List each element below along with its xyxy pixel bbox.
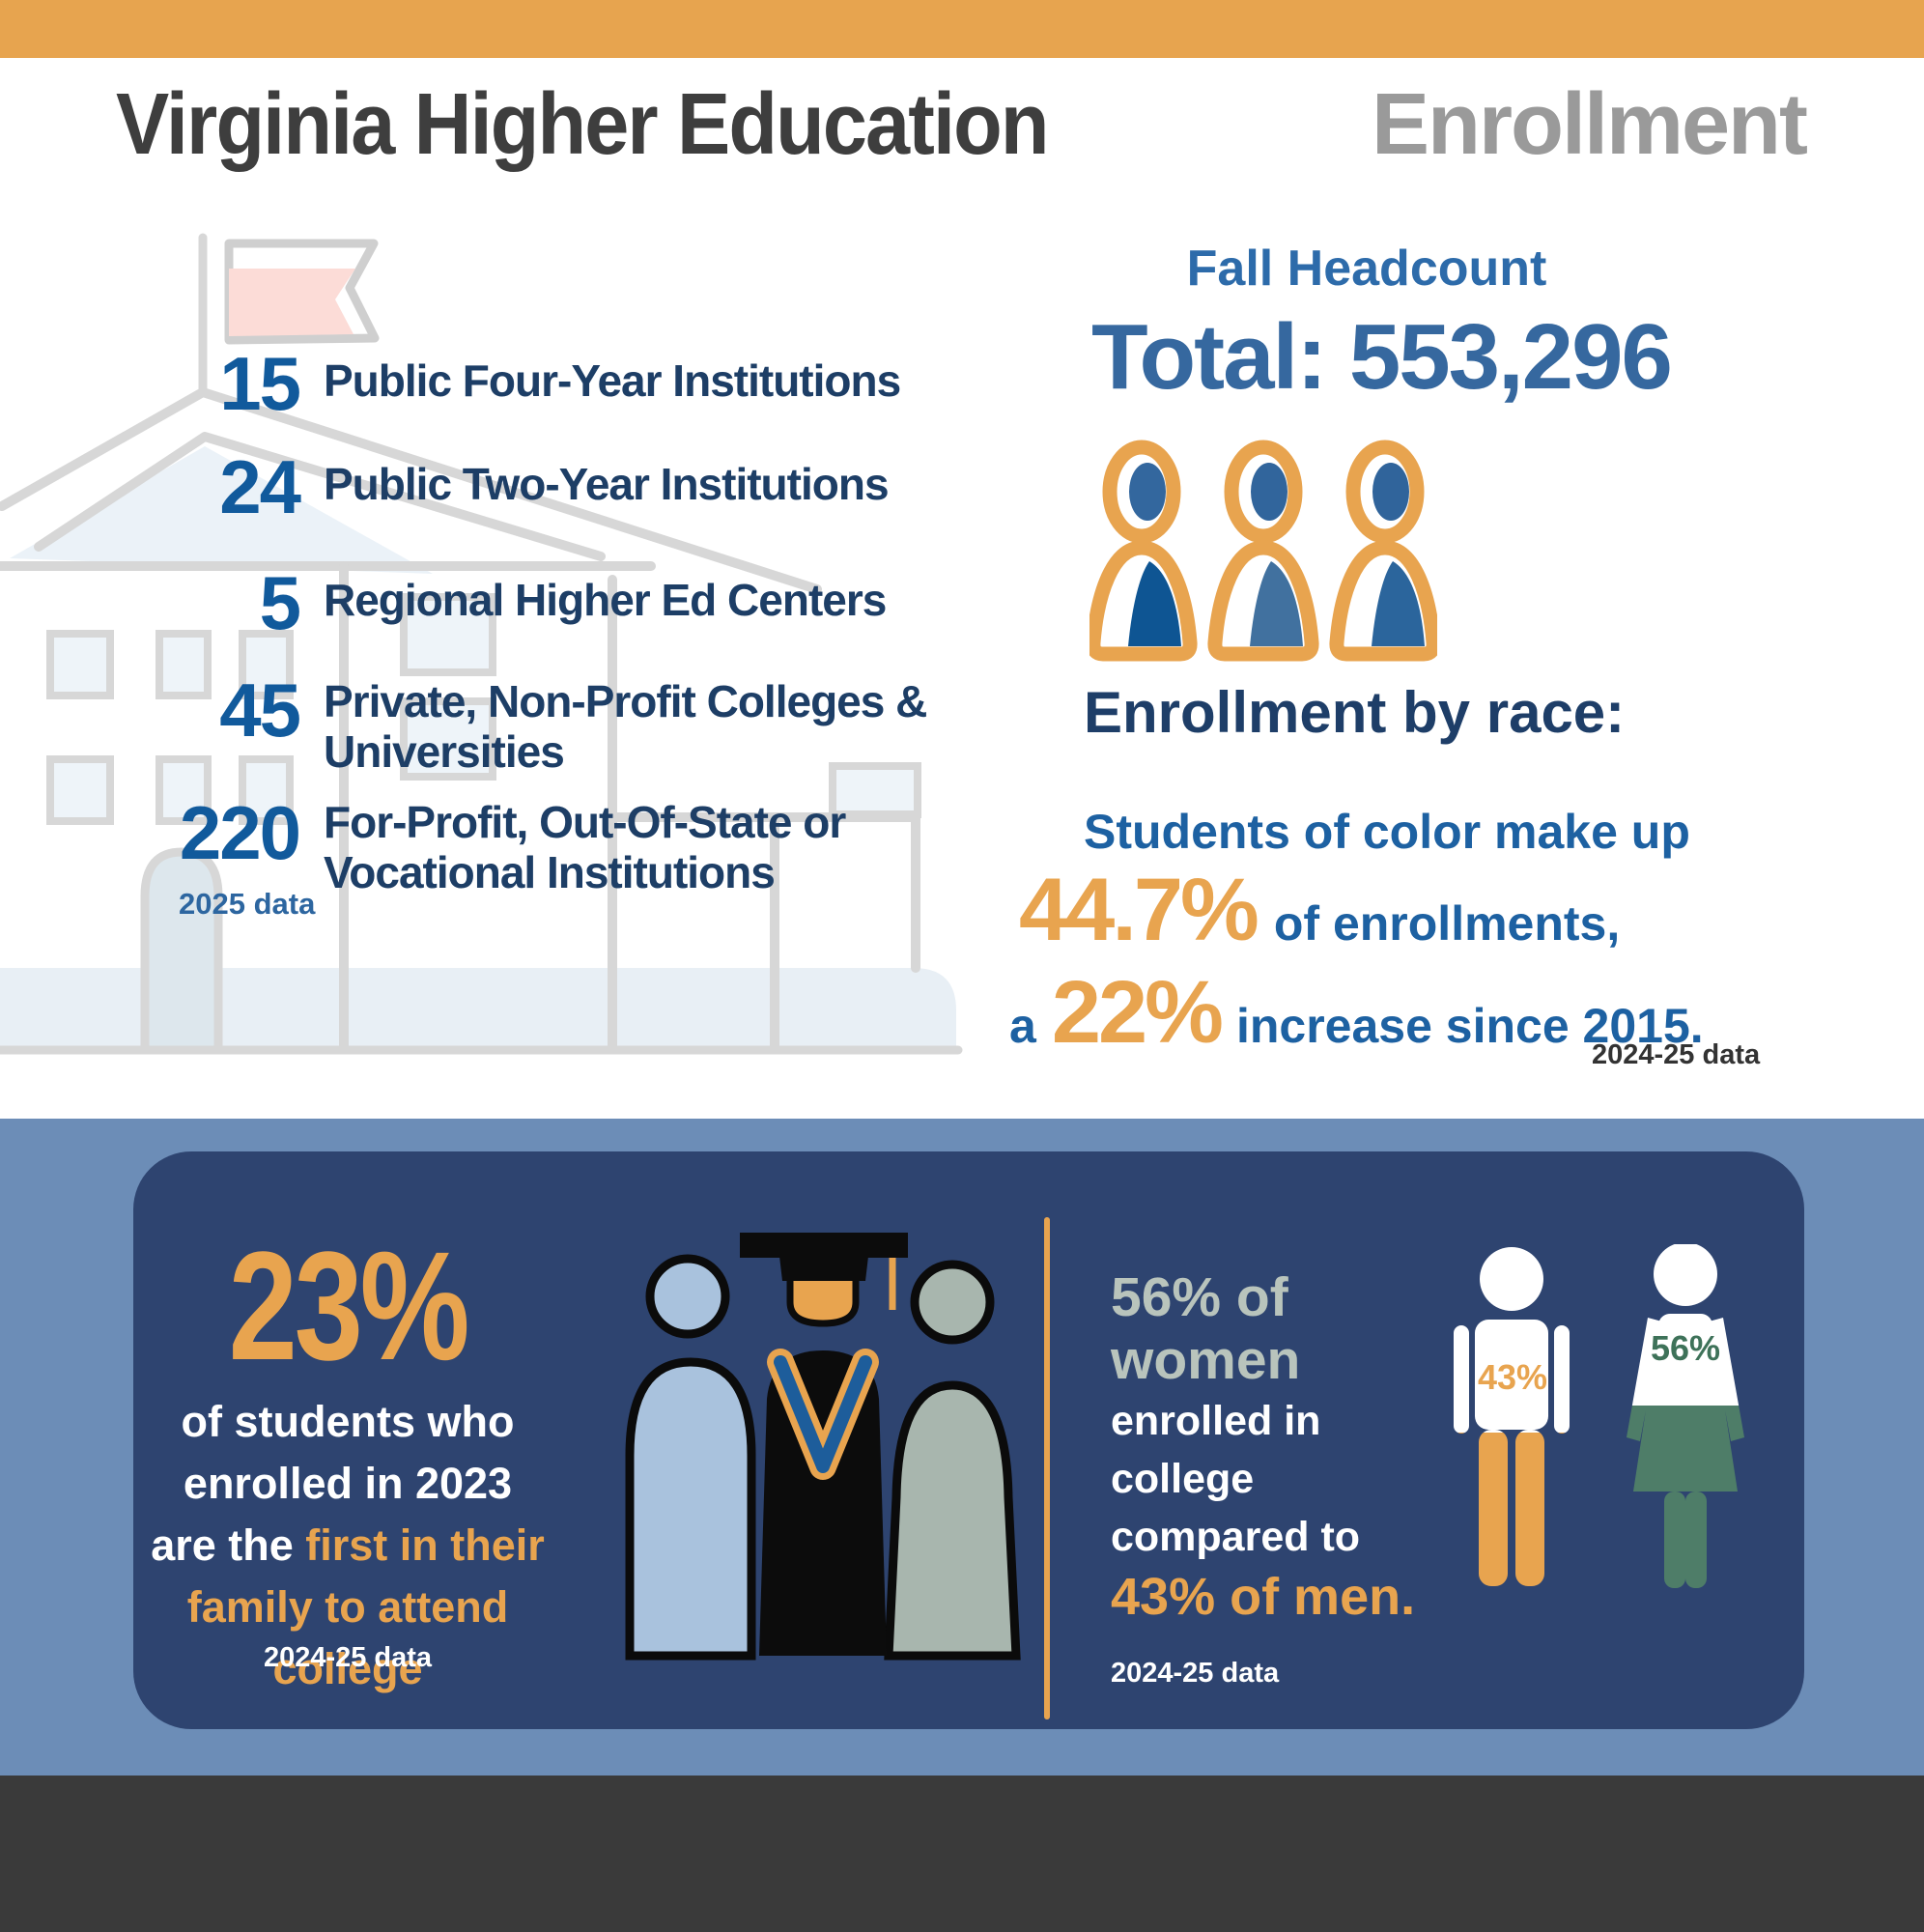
stat-label: Public Four-Year Institutions [324, 355, 901, 406]
data-year-note: 2024-25 data [1111, 1658, 1280, 1689]
first-gen-line-plain: are the [151, 1520, 294, 1570]
page-title: Virginia Higher Education [116, 76, 1049, 173]
stat-value: 220 [179, 790, 301, 875]
man-icon: 43% [1454, 1247, 1570, 1586]
first-gen-pct: 23% [228, 1219, 470, 1392]
headcount-title: Fall Headcount [1186, 241, 1547, 297]
gender-pictogram-group: 43% 56% [1454, 1244, 1744, 1588]
top-accent-bar [0, 0, 1924, 58]
race-pct-primary: 44.7% [1019, 861, 1259, 959]
race-after-primary: of enrollments, [1273, 896, 1621, 951]
stat-value: 45 [219, 668, 301, 753]
gender-stat-women-1: 56% of [1111, 1266, 1288, 1328]
graduate-group-icon [625, 1233, 1021, 1661]
stat-label-line: For-Profit, Out-Of-State or [324, 797, 846, 847]
school-building-icon [0, 233, 963, 1055]
man-pct-label: 43% [1478, 1357, 1547, 1397]
race-pct-secondary: 22% [1051, 963, 1224, 1062]
data-year-note: 2025 data [179, 887, 316, 921]
gender-body-line: enrolled in [1111, 1398, 1321, 1444]
stat-value: 24 [219, 444, 301, 529]
stat-label: Regional Higher Ed Centers [324, 575, 887, 625]
race-prefix: a [1009, 999, 1036, 1053]
first-gen-text: of students who enrolled in 2023 are the… [121, 1391, 575, 1700]
section-title: Enrollment [1371, 76, 1808, 173]
race-intro: Students of color make up [1084, 805, 1690, 859]
first-gen-line-highlight: family to attend college [186, 1582, 509, 1693]
first-gen-line: enrolled in 2023 [183, 1459, 513, 1508]
first-gen-line: of students who [181, 1397, 515, 1446]
stat-label-line: Vocational Institutions [324, 847, 776, 897]
flag-icon [224, 239, 380, 345]
section-divider [1044, 1217, 1050, 1719]
woman-pct-label: 56% [1651, 1328, 1720, 1368]
race-heading: Enrollment by race: [1084, 680, 1626, 745]
data-year-note: 2024-25 data [1592, 1039, 1761, 1070]
data-year-note: 2024-25 data [263, 1642, 433, 1673]
person-icon [1207, 440, 1319, 662]
gender-body-line: college [1111, 1456, 1255, 1502]
person-icon [1329, 440, 1437, 662]
stat-label-line: Private, Non-Profit Colleges & [324, 676, 927, 726]
person-icon-group [1089, 440, 1437, 662]
first-gen-line-highlight: first in their [305, 1520, 545, 1570]
headcount-total: Total: 553,296 [1091, 305, 1673, 409]
woman-icon: 56% [1627, 1244, 1744, 1588]
footer-bar [0, 1776, 1924, 1932]
gender-body-line: compared to [1111, 1514, 1361, 1560]
stat-value: 5 [259, 560, 301, 645]
stat-label-line: Universities [324, 726, 565, 777]
race-after-secondary: increase since 2015. [1235, 999, 1704, 1053]
stat-label: Public Two-Year Institutions [324, 459, 890, 509]
race-stat-line-2: a 22% increase since 2015. [1009, 968, 1704, 1057]
first-gen-line: are the first in their [121, 1515, 575, 1577]
stat-label: Private, Non-Profit Colleges & Universit… [324, 676, 1096, 777]
race-stat-line-1: 44.7% of enrollments, [1019, 866, 1620, 954]
gender-stat-men: 43% of men. [1111, 1568, 1416, 1626]
gender-stat-women-2: women [1111, 1329, 1301, 1391]
stat-value: 15 [219, 341, 301, 426]
stat-label: For-Profit, Out-Of-State or Vocational I… [324, 797, 1096, 897]
person-icon [1089, 440, 1198, 662]
